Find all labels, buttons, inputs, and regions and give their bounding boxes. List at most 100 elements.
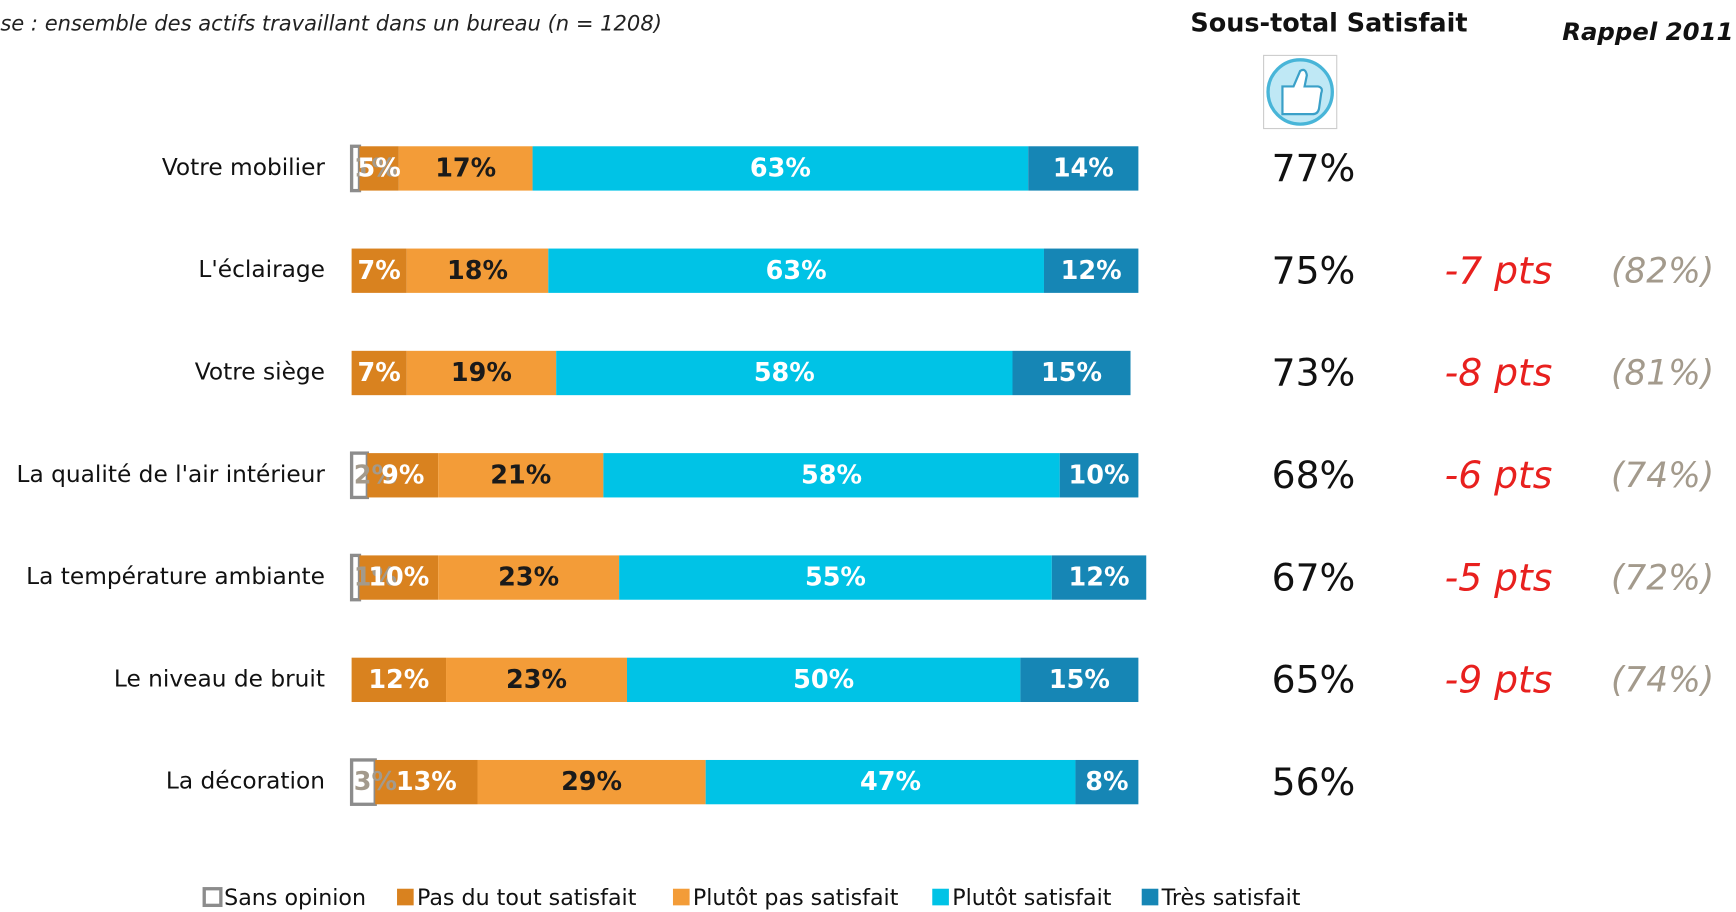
- value-label: 13%: [396, 767, 457, 797]
- value-label: 63%: [766, 256, 827, 286]
- bar-segment: [438, 555, 620, 600]
- category-label: La qualité de l'air intérieur: [17, 461, 326, 488]
- bar-segment: [375, 759, 478, 805]
- value-label: 14%: [1053, 154, 1114, 184]
- bar-segment: [351, 248, 407, 293]
- value-label: 58%: [754, 358, 815, 388]
- subtotal-value: 68%: [1272, 453, 1356, 497]
- legend-label: Très satisfait: [1161, 885, 1301, 911]
- bar-segment: [1020, 657, 1139, 703]
- bar-segment: [351, 657, 447, 703]
- recall-diff: -7 pts: [1445, 248, 1553, 292]
- subtotal-value: 67%: [1272, 555, 1356, 599]
- category-label: Votre siège: [195, 359, 325, 386]
- value-label: 1%: [354, 563, 397, 593]
- bar-segment: [626, 657, 1021, 703]
- bar-segment: [1012, 350, 1131, 396]
- value-label: 3%: [354, 767, 397, 797]
- recall-diff: -8 pts: [1445, 351, 1553, 395]
- subtotal-value: 65%: [1272, 658, 1356, 702]
- legend-swatch: [397, 888, 414, 906]
- legend-label: Plutôt satisfait: [952, 885, 1112, 911]
- value-label: 15%: [1041, 358, 1102, 388]
- value-label: 47%: [860, 767, 921, 797]
- subtotal-value: 77%: [1272, 146, 1356, 190]
- subtotal-value: 56%: [1272, 760, 1356, 804]
- value-label: 18%: [447, 256, 508, 286]
- recall-value: (82%): [1611, 251, 1714, 291]
- legend-swatch: [932, 888, 949, 906]
- recall-diff: -9 pts: [1445, 658, 1553, 702]
- recall-value: (81%): [1611, 354, 1714, 394]
- bar-segment: [603, 453, 1060, 498]
- bar-segment: [556, 350, 1013, 396]
- value-label: 12%: [1069, 563, 1130, 593]
- value-label: 2%: [354, 460, 397, 490]
- legend-swatch: [1141, 888, 1159, 906]
- recall-diff: -5 pts: [1445, 555, 1553, 599]
- subtotal-value: 73%: [1272, 351, 1356, 395]
- value-label: 10%: [368, 563, 429, 593]
- value-label: 5%: [358, 154, 401, 184]
- recall-header: Rappel 2011: [1562, 17, 1733, 46]
- value-label: 12%: [1061, 256, 1122, 286]
- bar-segment: [1075, 759, 1139, 805]
- value-label: 7%: [358, 256, 401, 286]
- value-label: 8%: [1085, 767, 1128, 797]
- legend-swatch: [672, 888, 690, 906]
- value-label: 29%: [561, 767, 622, 797]
- bar-segment: [446, 657, 627, 703]
- bar-segment: [705, 759, 1076, 805]
- bar-segment: [477, 759, 706, 805]
- bar-segment: [619, 555, 1052, 600]
- value-label: 15%: [1049, 665, 1110, 695]
- bar-segment: [359, 146, 399, 191]
- recall-value: (74%): [1611, 456, 1714, 496]
- value-label: 10%: [1069, 460, 1130, 490]
- recall-diff: -6 pts: [1445, 453, 1553, 497]
- bar-segment: [398, 146, 533, 191]
- bar-segment: [367, 453, 439, 498]
- bar-segment: [1059, 453, 1139, 498]
- thumb-icon: [1263, 54, 1338, 130]
- subtitle: se : ensemble des actifs travaillant dan…: [0, 10, 662, 35]
- bar-segment: [532, 146, 1029, 191]
- legend-label: Plutôt pas satisfait: [693, 885, 899, 911]
- bar-segment: [548, 248, 1044, 293]
- bar-segment: [351, 350, 407, 396]
- value-label: 23%: [506, 665, 567, 695]
- value-label: 58%: [801, 460, 862, 490]
- value-label: 50%: [793, 665, 854, 695]
- value-label: 63%: [750, 154, 811, 184]
- value-label: 19%: [451, 358, 512, 388]
- legend-label: Pas du tout satisfait: [417, 885, 637, 911]
- category-label: La température ambiante: [26, 563, 325, 590]
- category-label: Le niveau de bruit: [114, 665, 325, 692]
- value-label: 17%: [435, 154, 496, 184]
- subtotal-header: Sous-total Satisfait: [1190, 8, 1467, 38]
- value-label: 1%: [354, 154, 397, 184]
- category-label: Votre mobilier: [162, 154, 326, 181]
- value-label: 9%: [381, 460, 424, 490]
- subtotal-value: 75%: [1272, 248, 1356, 292]
- bar-segment: [359, 555, 439, 600]
- value-label: 12%: [368, 665, 429, 695]
- recall-value: (72%): [1611, 558, 1714, 598]
- legend-swatch: [202, 887, 223, 908]
- bar-segment: [406, 350, 557, 396]
- value-label: 7%: [358, 358, 401, 388]
- bar-segment: [1028, 146, 1139, 191]
- bar-segment: [1051, 555, 1147, 600]
- value-label: 23%: [498, 563, 559, 593]
- bar-segment: [438, 453, 604, 498]
- category-label: La décoration: [166, 768, 325, 795]
- bar-segment: [406, 248, 549, 293]
- value-label: 21%: [490, 460, 551, 490]
- value-label: 55%: [805, 563, 866, 593]
- category-label: L'éclairage: [198, 256, 325, 283]
- legend-label: Sans opinion: [224, 885, 366, 911]
- bar-segment: [1043, 248, 1139, 293]
- recall-value: (74%): [1611, 661, 1714, 701]
